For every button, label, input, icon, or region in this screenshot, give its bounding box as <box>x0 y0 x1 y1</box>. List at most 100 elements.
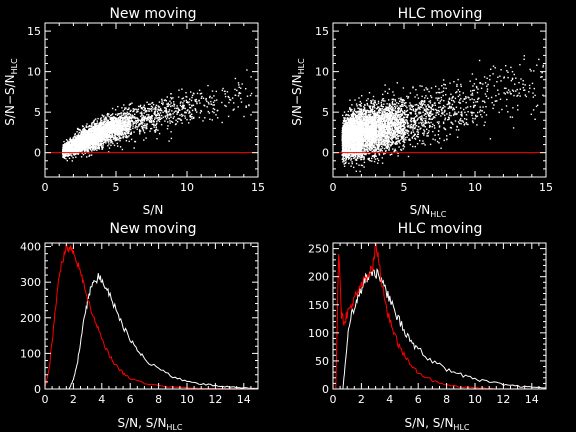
scatter-point <box>107 121 109 123</box>
scatter-point <box>77 128 79 130</box>
panel-title: HLC moving <box>398 6 483 22</box>
scatter-point <box>156 122 158 125</box>
scatter-point <box>346 117 348 120</box>
scatter-point <box>113 124 115 126</box>
scatter-point <box>91 128 93 130</box>
scatter-point <box>250 92 253 95</box>
scatter-point <box>157 105 159 107</box>
scatter-point <box>82 141 84 144</box>
scatter-point <box>119 140 121 142</box>
scatter-point <box>96 137 98 139</box>
scatter-point <box>184 117 187 119</box>
scatter-point <box>93 149 96 151</box>
y-tick-label: 5 <box>34 106 41 119</box>
scatter-point <box>76 147 78 150</box>
scatter-point <box>120 132 122 135</box>
scatter-point <box>347 145 349 148</box>
scatter-point <box>161 102 163 104</box>
scatter-point <box>110 136 112 139</box>
scatter-point <box>76 135 78 137</box>
scatter-point <box>138 105 140 108</box>
scatter-point <box>142 119 144 121</box>
scatter-point <box>66 148 69 150</box>
scatter-point <box>94 145 96 148</box>
scatter-point <box>346 134 348 136</box>
scatter-point <box>117 118 120 120</box>
scatter-point <box>345 142 347 144</box>
scatter-point <box>94 137 96 139</box>
scatter-point <box>347 155 349 157</box>
scatter-point <box>118 125 121 127</box>
scatter-point <box>151 106 154 108</box>
scatter-point <box>108 143 110 145</box>
scatter-point <box>130 128 132 131</box>
scatter-point <box>345 123 348 125</box>
scatter-point <box>181 115 183 117</box>
scatter-point <box>123 104 125 106</box>
scatter-point <box>207 84 209 87</box>
scatter-point <box>170 116 172 118</box>
scatter-point <box>341 147 344 149</box>
scatter-point <box>126 123 129 126</box>
scatter-point <box>125 117 127 119</box>
scatter-point <box>349 107 351 109</box>
scatter-point <box>119 137 121 140</box>
scatter-point <box>347 118 349 120</box>
scatter-point <box>69 143 72 146</box>
scatter-point <box>92 134 94 137</box>
scatter-point <box>110 120 112 122</box>
scatter-point <box>112 122 114 124</box>
scatter-point <box>144 125 146 127</box>
scatter-point <box>80 131 82 133</box>
scatter-point <box>349 148 351 150</box>
scatter-point <box>155 117 158 119</box>
scatter-point <box>346 128 348 130</box>
scatter-point <box>114 131 116 133</box>
scatter-point <box>343 123 345 125</box>
scatter-point <box>85 138 88 140</box>
scatter-point <box>95 147 97 150</box>
scatter-point <box>130 131 132 133</box>
scatter-point <box>84 145 86 147</box>
scatter-point <box>82 153 85 156</box>
scatter-point <box>157 119 159 121</box>
scatter-point <box>141 108 144 110</box>
scatter-point <box>69 150 71 153</box>
scatter-point <box>110 129 112 131</box>
scatter-point <box>75 144 77 146</box>
scatter-point <box>96 135 99 137</box>
scatter-point <box>100 119 102 121</box>
scatter-point <box>162 116 164 118</box>
scatter-point <box>211 90 214 92</box>
scatter-point <box>343 117 345 119</box>
scatter-point <box>85 139 87 142</box>
scatter-point <box>157 112 159 114</box>
scatter-point <box>126 128 128 130</box>
scatter-point <box>114 127 116 130</box>
scatter-point <box>170 98 173 100</box>
scatter-point <box>345 139 347 142</box>
scatter-point <box>176 107 178 110</box>
scatter-point <box>103 132 105 134</box>
scatter-point <box>107 136 110 138</box>
scatter-point <box>349 124 352 126</box>
y-axis-label-main: S/N−S/N <box>290 74 304 125</box>
scatter-point <box>83 135 86 137</box>
scatter-point <box>160 114 163 117</box>
scatter-point <box>128 120 131 122</box>
scatter-point <box>250 114 252 116</box>
scatter-point <box>75 136 78 138</box>
scatter-point <box>117 131 120 134</box>
scatter-point <box>110 128 113 130</box>
scatter-point <box>112 138 114 140</box>
scatter-point <box>79 137 81 139</box>
scatter-point <box>91 144 94 146</box>
scatter-point <box>184 107 186 110</box>
scatter-point <box>347 149 350 151</box>
scatter-point <box>141 123 143 125</box>
scatter-point <box>82 128 85 130</box>
scatter-point <box>127 132 129 135</box>
scatter-point <box>348 157 351 159</box>
scatter-point <box>77 148 79 150</box>
scatter-point <box>342 160 345 162</box>
